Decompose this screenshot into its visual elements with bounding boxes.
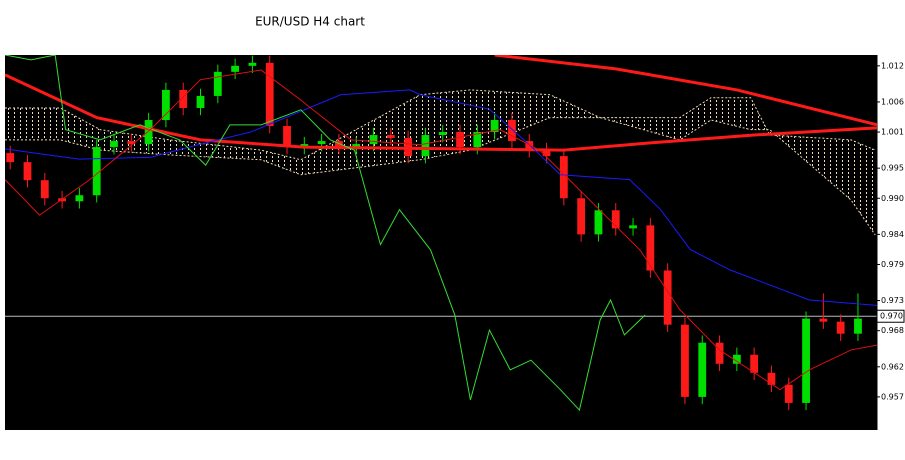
candle-body <box>75 195 84 202</box>
candle-body <box>369 135 378 145</box>
candle-body <box>196 95 205 108</box>
candle-body <box>784 384 793 403</box>
candle-body <box>802 318 810 403</box>
y-tick-label: 0.984 <box>881 230 904 239</box>
candle-body <box>490 120 499 133</box>
candle-body <box>646 225 655 271</box>
y-tick-label: 0.990 <box>881 194 904 203</box>
candle-body <box>23 162 32 181</box>
chart-title: EUR/USD H4 chart <box>255 15 365 29</box>
y-tick-label: 1.001 <box>881 128 904 137</box>
indicator-line <box>494 55 877 127</box>
candle-body <box>767 372 776 385</box>
candle-body <box>732 354 741 364</box>
candle-body <box>162 89 170 121</box>
candle-body <box>698 342 707 397</box>
candle-body <box>144 120 153 145</box>
cloud <box>5 89 876 235</box>
candle-body <box>542 150 551 157</box>
plot <box>5 55 877 412</box>
candle-body <box>525 141 534 151</box>
candle-body <box>386 135 395 139</box>
current-price-box <box>876 309 905 323</box>
indicator-line <box>5 69 877 391</box>
candle-body <box>40 180 49 199</box>
cloud-edge <box>5 117 876 236</box>
y-tick-label: 0.957 <box>881 392 904 401</box>
price-axis <box>877 55 905 430</box>
candle-body <box>283 126 291 148</box>
candle-body <box>629 225 637 229</box>
candle-body <box>231 65 240 72</box>
candle-body <box>508 120 516 142</box>
candle-body <box>179 89 188 108</box>
candle-body <box>6 153 15 163</box>
candle-body <box>213 71 222 96</box>
candle-body <box>559 156 568 199</box>
candle-body <box>715 342 724 364</box>
candle-body <box>473 132 482 148</box>
candle-body <box>110 141 118 148</box>
candle-body <box>421 135 430 157</box>
y-tick-label: 0.962 <box>881 362 904 371</box>
candle-body <box>92 147 101 196</box>
candle-body <box>438 132 447 136</box>
indicator-line <box>5 73 877 152</box>
candle-body <box>248 62 257 66</box>
candle-body <box>456 132 464 148</box>
candle-body <box>681 324 689 397</box>
candle-body <box>750 354 759 373</box>
indicator-line <box>5 89 877 306</box>
candle-body <box>127 141 136 145</box>
candle-body <box>335 141 343 148</box>
y-tick-label: 0.973 <box>881 296 904 305</box>
current-price-label: 0.970 <box>880 312 903 321</box>
y-tick-label: 0.979 <box>881 260 904 269</box>
axis: 1.012 1.006 1.001 0.995 0.990 0.984 0.979 0.973… <box>876 61 905 401</box>
candle-body <box>317 141 326 145</box>
candle-body <box>663 270 672 325</box>
y-tick-label: 0.995 <box>881 164 904 173</box>
candle-body <box>854 318 862 334</box>
candle-body <box>836 321 845 334</box>
candle-body <box>577 198 586 235</box>
candle-body <box>819 318 828 322</box>
candle-body <box>594 210 603 235</box>
y-tick-label: 1.006 <box>881 97 904 106</box>
candle-body <box>352 144 361 148</box>
y-tick-label: 1.012 <box>881 61 904 70</box>
candle-body <box>265 62 274 127</box>
candle-body <box>300 144 309 148</box>
y-tick-label: 0.968 <box>881 326 904 335</box>
candle-body <box>611 210 620 229</box>
indicator-line <box>5 55 646 412</box>
